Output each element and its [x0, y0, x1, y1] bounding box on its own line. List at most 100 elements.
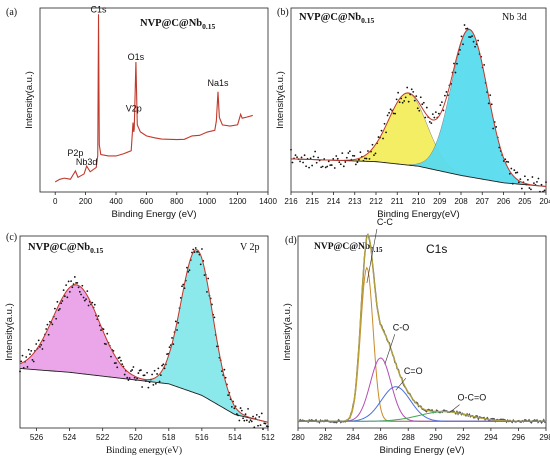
data-point	[332, 157, 335, 160]
data-point	[63, 295, 66, 298]
data-point	[299, 160, 301, 163]
data-point	[320, 166, 323, 169]
panel-b-nb3d-spectrum: (b) NVP@C@Nb0.15 Nb 3d Binding Energy(eV…	[275, 7, 550, 220]
data-point	[102, 328, 105, 331]
data-point	[21, 354, 24, 357]
x-tick-label: 215	[306, 197, 320, 206]
x-tick-label: 296	[512, 433, 526, 442]
data-point	[207, 277, 210, 280]
data-point	[309, 157, 312, 160]
data-point	[398, 101, 401, 104]
data-point	[454, 71, 457, 74]
data-point	[224, 376, 227, 379]
peak-label: O1s	[128, 52, 145, 62]
data-point	[347, 152, 350, 154]
data-point	[158, 380, 161, 383]
c1s-annotation-4: O-C=O	[458, 393, 487, 403]
data-point	[410, 88, 413, 91]
panel-d-label: (d)	[285, 235, 297, 246]
data-point	[327, 160, 330, 163]
data-point	[380, 129, 383, 132]
data-point	[336, 157, 339, 160]
data-point	[359, 151, 362, 154]
c1s-fit-envelope	[298, 233, 547, 422]
x-tick-label: 518	[162, 433, 176, 442]
data-point	[85, 298, 87, 300]
data-point	[388, 111, 390, 114]
data-point	[154, 382, 157, 385]
data-point	[172, 343, 175, 346]
data-point	[403, 100, 406, 102]
data-point	[344, 161, 347, 163]
data-point	[412, 90, 415, 93]
x-tick-label: 216	[284, 197, 298, 206]
data-point	[132, 366, 135, 368]
data-point	[27, 348, 30, 351]
data-point	[421, 103, 424, 106]
data-point	[440, 101, 443, 104]
x-tick-label: 286	[374, 433, 388, 442]
data-point	[437, 112, 440, 115]
data-point	[66, 296, 69, 299]
x-tick-label: 290	[429, 433, 443, 442]
data-point	[258, 415, 261, 418]
peak-label: V2p	[126, 104, 142, 114]
data-point	[445, 91, 448, 93]
x-tick-label: 210	[412, 197, 426, 206]
data-point	[213, 316, 216, 319]
data-point	[81, 284, 84, 287]
data-point	[401, 101, 404, 104]
data-point	[444, 94, 446, 97]
panel-c-x-axis-label: Binding energy(eV)	[106, 445, 182, 456]
data-point	[345, 156, 348, 159]
data-point	[333, 167, 336, 169]
panel-d-corner-label: C1s	[426, 242, 447, 256]
data-point	[255, 413, 258, 416]
data-point	[35, 343, 38, 345]
survey-spectrum-line	[54, 14, 253, 183]
data-point	[539, 190, 541, 193]
data-point	[531, 176, 534, 178]
data-point	[238, 419, 241, 422]
data-point	[143, 374, 146, 377]
data-point	[291, 161, 294, 164]
data-point	[126, 376, 129, 379]
data-point	[492, 127, 495, 130]
data-point	[157, 367, 160, 370]
data-point	[373, 154, 375, 157]
data-point	[308, 166, 311, 169]
data-point	[194, 247, 197, 249]
data-point	[471, 35, 473, 38]
data-point	[192, 248, 195, 251]
x-tick-label: 212	[369, 197, 383, 206]
data-point	[62, 289, 65, 292]
data-point	[456, 62, 458, 65]
data-point	[56, 300, 59, 303]
panel-a-axes-frame	[39, 7, 269, 193]
data-point	[415, 95, 418, 97]
data-point	[356, 161, 359, 164]
data-point	[176, 329, 178, 331]
data-point	[526, 178, 529, 181]
data-point	[383, 122, 386, 125]
data-point	[73, 276, 76, 278]
data-point	[152, 384, 155, 386]
data-point	[245, 419, 248, 422]
data-point	[386, 114, 389, 117]
data-point	[188, 269, 191, 271]
data-point	[469, 36, 472, 39]
data-point	[520, 187, 523, 190]
data-point	[250, 420, 253, 423]
data-point	[41, 348, 44, 350]
data-point	[177, 321, 180, 324]
data-point	[463, 24, 466, 26]
data-point	[404, 96, 407, 99]
data-point	[460, 35, 463, 38]
data-point	[133, 376, 136, 379]
data-point	[51, 323, 54, 326]
x-tick-label: 213	[348, 197, 362, 206]
panel-d-title: NVP@C@Nb0.15	[314, 242, 383, 254]
data-point	[206, 290, 208, 293]
data-point	[430, 122, 433, 125]
data-point	[453, 62, 455, 65]
